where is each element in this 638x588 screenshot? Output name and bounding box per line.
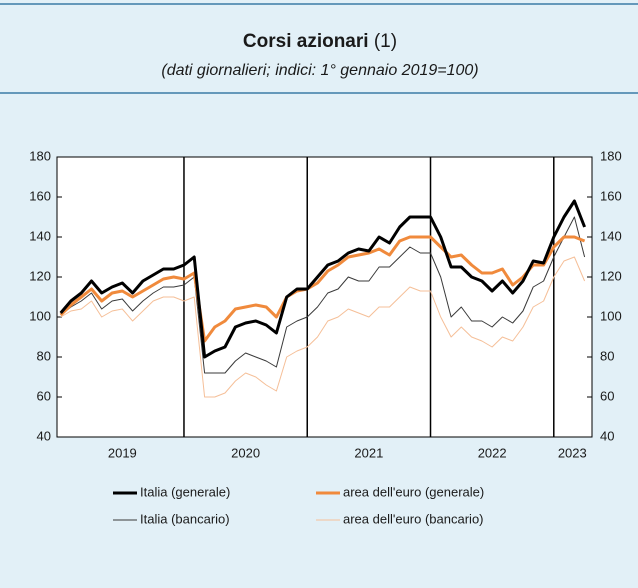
series-line [60, 216, 586, 374]
legend-label: Italia (bancario) [140, 511, 230, 526]
title-note: (1) [374, 31, 397, 52]
y-tick-label: 40 [37, 428, 51, 443]
y-tick-label: 60 [37, 388, 51, 403]
chart-subtitle: (dati giornalieri; indici: 1° gennaio 20… [161, 62, 478, 79]
x-tick-label: 2022 [478, 445, 507, 460]
chart-title: Corsi azionari (1) [243, 31, 397, 52]
legend-label: area dell'euro (bancario) [343, 511, 484, 526]
title-main: Corsi azionari [243, 31, 369, 52]
y2-tick-label: 100 [600, 308, 622, 323]
y2-tick-label: 80 [600, 348, 614, 363]
y2-tick-label: 160 [600, 188, 622, 203]
y2-tick-label: 140 [600, 228, 622, 243]
y-tick-label: 100 [29, 308, 51, 323]
legend-label: Italia (generale) [140, 484, 230, 499]
series-line [60, 256, 586, 398]
x-tick-label: 2020 [231, 445, 260, 460]
y-tick-label: 80 [37, 348, 51, 363]
y-tick-label: 180 [29, 148, 51, 163]
y-tick-label: 160 [29, 188, 51, 203]
y2-tick-label: 40 [600, 428, 614, 443]
x-tick-label: 2021 [354, 445, 383, 460]
x-tick-label: 2023 [558, 445, 587, 460]
y2-tick-label: 180 [600, 148, 622, 163]
x-tick-label: 2019 [108, 445, 137, 460]
y-tick-label: 120 [29, 268, 51, 283]
y2-tick-label: 60 [600, 388, 614, 403]
y-tick-label: 140 [29, 228, 51, 243]
legend-label: area dell'euro (generale) [343, 484, 484, 499]
series-line [59, 235, 586, 343]
y2-tick-label: 120 [600, 268, 622, 283]
series-line [59, 199, 586, 359]
